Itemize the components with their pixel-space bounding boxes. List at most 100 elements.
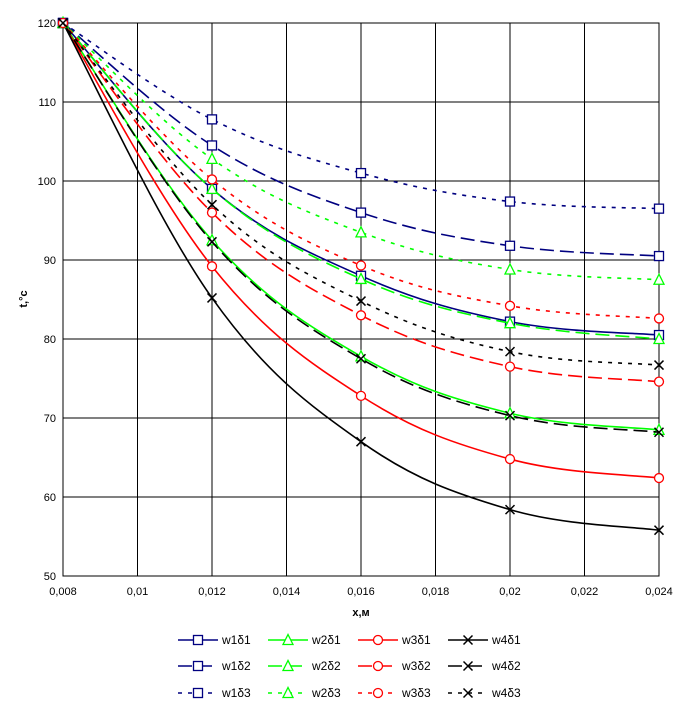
- legend-marker: [372, 634, 384, 646]
- data-point: [504, 300, 516, 311]
- data-point: [206, 174, 218, 185]
- legend-marker: [281, 633, 295, 646]
- series-group: [56, 16, 666, 536]
- legend-label: w3δ3: [401, 686, 431, 700]
- y-tick-label: 100: [38, 176, 56, 188]
- x-axis-label: x,м: [352, 607, 369, 619]
- series-10: [57, 17, 665, 324]
- data-point: [355, 353, 367, 364]
- data-point: [504, 504, 516, 515]
- x-tick-label: 0,016: [347, 586, 375, 598]
- data-point: [354, 272, 368, 285]
- series-11: [57, 17, 665, 371]
- data-point: [504, 346, 516, 357]
- x-tick-label: 0,02: [499, 586, 520, 598]
- legend-label: w3δ1: [401, 633, 431, 647]
- data-point: [653, 360, 665, 371]
- data-point: [653, 427, 665, 438]
- data-point: [206, 292, 218, 303]
- y-tick-label: 120: [38, 18, 56, 30]
- data-point: [653, 376, 665, 387]
- series-line: [62, 22, 660, 434]
- series-line: [62, 22, 660, 336]
- y-tick-label: 80: [44, 334, 56, 346]
- legend-label: w2δ3: [311, 686, 341, 700]
- series-line: [62, 22, 660, 366]
- legend-marker: [192, 687, 204, 699]
- legend-item: w2δ1: [268, 633, 341, 647]
- data-point: [355, 310, 367, 321]
- legend-label: w4δ1: [491, 633, 521, 647]
- y-tick-label: 50: [44, 571, 56, 583]
- legend-label: w1δ3: [221, 686, 251, 700]
- data-point: [504, 453, 516, 465]
- legend-label: w4δ3: [491, 686, 521, 700]
- data-point: [57, 17, 69, 29]
- legend-marker: [462, 660, 474, 672]
- series-line: [62, 22, 660, 479]
- data-point: [503, 262, 517, 275]
- x-tick-label: 0,008: [49, 586, 77, 598]
- legend-item: w2δ2: [268, 659, 341, 673]
- legend-item: w2δ3: [268, 686, 341, 700]
- x-tick-label: 0,022: [571, 586, 599, 598]
- legend-marker: [372, 660, 384, 672]
- legend-item: w1δ3: [178, 686, 251, 700]
- data-point: [653, 203, 665, 214]
- data-point: [652, 332, 666, 345]
- legend-item: w1δ2: [178, 659, 251, 673]
- x-tick-label: 0,012: [198, 586, 226, 598]
- data-point: [355, 207, 367, 218]
- series-line: [62, 22, 660, 531]
- data-point: [205, 181, 219, 195]
- x-tick-label: 0,014: [273, 586, 301, 598]
- data-point: [206, 207, 218, 218]
- data-point: [355, 296, 367, 307]
- series-line: [62, 22, 660, 281]
- series-line: [62, 22, 660, 320]
- data-point: [206, 236, 218, 247]
- data-point: [205, 151, 219, 165]
- legend-marker: [281, 686, 295, 699]
- legend-label: w4δ2: [491, 659, 521, 673]
- legend-item: w3δ3: [358, 686, 431, 700]
- legend-marker: [462, 634, 474, 646]
- tick-labels: 0,008 0,01 0,012 0,014 0,016 0,018 0,02 0,022 0,…: [38, 18, 673, 598]
- y-tick-label: 90: [44, 255, 56, 267]
- legend-marker: [372, 687, 384, 699]
- legend-label: w1δ2: [221, 659, 251, 673]
- data-point: [355, 167, 367, 179]
- y-axis-label: t,°c: [18, 290, 30, 307]
- data-point: [206, 199, 218, 210]
- series-line: [62, 22, 660, 340]
- legend-item: w4δ3: [448, 686, 521, 700]
- legend-item: w1δ1: [178, 633, 251, 647]
- y-tick-label: 60: [44, 492, 56, 504]
- data-point: [653, 472, 665, 484]
- data-point: [504, 196, 516, 207]
- legend-label: w1δ1: [221, 633, 251, 647]
- data-point: [206, 114, 218, 125]
- data-point: [355, 260, 367, 271]
- legend-item: w3δ2: [358, 659, 431, 673]
- data-point: [354, 225, 368, 238]
- y-tick-label: 110: [38, 97, 56, 109]
- data-point: [653, 250, 665, 262]
- data-point: [355, 390, 367, 402]
- data-point: [355, 436, 367, 447]
- data-point: [504, 410, 516, 421]
- legend-label: w2δ1: [311, 633, 341, 647]
- data-point: [504, 240, 516, 251]
- data-point: [653, 313, 665, 324]
- legend: w1δ1 w2δ1 w3δ1 w4δ1 w1δ2 w2δ2 w3δ2 w4δ2 w1δ3 w2δ3…: [178, 633, 521, 700]
- x-tick-label: 0,024: [645, 586, 673, 598]
- series-line: [62, 22, 660, 383]
- grid: [62, 22, 660, 577]
- legend-item: w3δ1: [358, 633, 431, 647]
- legend-marker: [192, 660, 204, 672]
- data-point: [653, 525, 665, 536]
- legend-item: w4δ1: [448, 633, 521, 647]
- legend-marker: [192, 634, 204, 646]
- x-tick-label: 0,018: [422, 586, 450, 598]
